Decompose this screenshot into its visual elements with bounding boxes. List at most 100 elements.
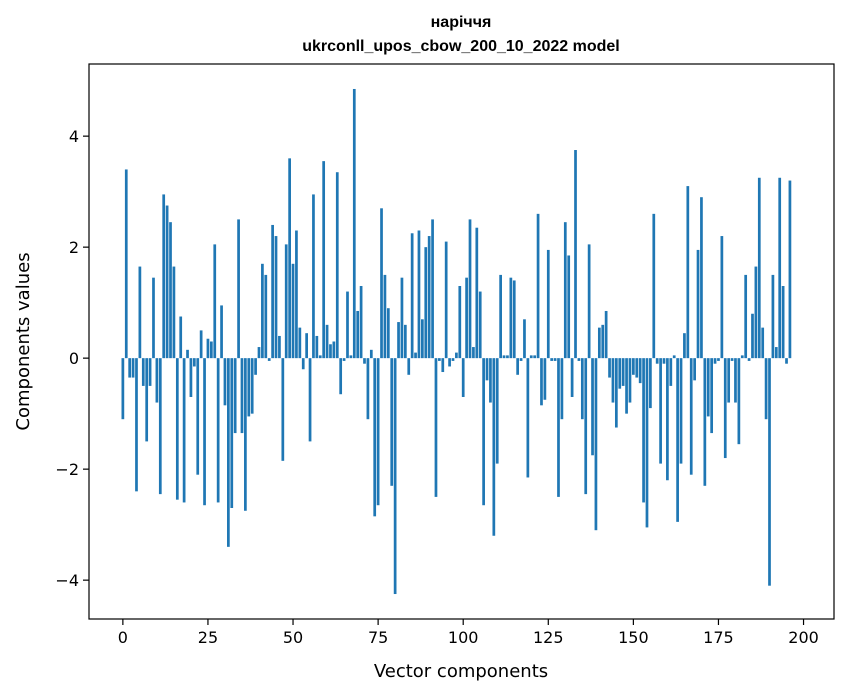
bar bbox=[635, 358, 639, 378]
bar bbox=[131, 358, 135, 378]
bar bbox=[216, 358, 220, 503]
bar bbox=[455, 352, 458, 359]
bar bbox=[638, 358, 642, 384]
bar bbox=[325, 324, 329, 359]
bar bbox=[475, 227, 479, 359]
bar bbox=[717, 358, 720, 361]
bar bbox=[165, 205, 169, 359]
bar bbox=[747, 358, 751, 361]
bar bbox=[233, 358, 237, 434]
bar bbox=[672, 355, 676, 359]
bar bbox=[349, 355, 353, 359]
bar bbox=[713, 358, 717, 364]
bar bbox=[264, 274, 268, 359]
y-tick-label: −4 bbox=[55, 571, 79, 590]
x-tick-label: 25 bbox=[198, 628, 218, 647]
bar bbox=[686, 186, 690, 359]
bar bbox=[135, 358, 138, 492]
bar bbox=[291, 263, 295, 359]
bar bbox=[155, 358, 159, 403]
bar bbox=[683, 333, 686, 359]
bar bbox=[346, 291, 349, 359]
bar bbox=[322, 161, 326, 359]
bar bbox=[594, 358, 598, 531]
bar bbox=[366, 358, 370, 420]
bar bbox=[730, 358, 734, 361]
bar bbox=[203, 358, 206, 506]
bar bbox=[506, 355, 509, 359]
bar bbox=[186, 349, 189, 359]
bar bbox=[625, 358, 628, 414]
x-tick-label: 125 bbox=[533, 628, 564, 647]
bar bbox=[645, 358, 649, 528]
bar bbox=[284, 244, 288, 359]
bar bbox=[540, 358, 543, 406]
bar bbox=[393, 358, 397, 595]
bar bbox=[529, 355, 533, 359]
x-tick-label: 100 bbox=[448, 628, 479, 647]
bar bbox=[781, 286, 785, 359]
bar bbox=[196, 358, 200, 475]
bar bbox=[424, 247, 428, 359]
x-tick-label: 0 bbox=[118, 628, 128, 647]
x-axis: 0 25 50 75 100 125 150 175 200 bbox=[118, 619, 819, 647]
bar bbox=[121, 358, 125, 420]
y-axis: −4 −2 0 2 4 bbox=[55, 127, 89, 590]
bar bbox=[339, 358, 343, 395]
bar bbox=[751, 313, 754, 359]
bar bbox=[584, 358, 588, 495]
bar bbox=[785, 358, 788, 364]
bar bbox=[138, 266, 142, 359]
bar bbox=[332, 341, 336, 359]
bar bbox=[546, 249, 550, 359]
bar bbox=[557, 358, 560, 497]
bar bbox=[693, 358, 696, 381]
x-tick-label: 150 bbox=[618, 628, 649, 647]
bar bbox=[574, 150, 577, 359]
bar bbox=[295, 230, 298, 359]
bar bbox=[438, 358, 441, 361]
x-tick-label: 75 bbox=[368, 628, 388, 647]
bar bbox=[199, 330, 203, 359]
bar bbox=[608, 358, 611, 378]
bar bbox=[591, 358, 594, 456]
bar bbox=[192, 358, 196, 367]
bar bbox=[652, 213, 656, 359]
bar bbox=[179, 316, 183, 359]
bar bbox=[669, 358, 673, 386]
y-axis-label: Components values bbox=[13, 252, 34, 430]
bar bbox=[434, 358, 438, 497]
bar bbox=[124, 169, 128, 359]
bar bbox=[182, 358, 186, 503]
bar bbox=[261, 263, 264, 359]
y-tick-label: 0 bbox=[69, 349, 79, 368]
bar bbox=[587, 244, 591, 359]
bar bbox=[516, 358, 520, 375]
bar bbox=[628, 358, 632, 403]
bar bbox=[655, 358, 659, 364]
bar bbox=[288, 158, 291, 359]
bar bbox=[764, 358, 768, 420]
bar bbox=[580, 358, 584, 420]
bar bbox=[526, 358, 530, 478]
bar bbox=[417, 230, 421, 359]
bar bbox=[563, 222, 567, 359]
bar bbox=[737, 358, 741, 445]
bar bbox=[247, 358, 251, 417]
bar bbox=[604, 310, 608, 359]
bar bbox=[720, 236, 724, 359]
bar bbox=[308, 358, 312, 442]
bar bbox=[710, 358, 714, 434]
bar bbox=[570, 358, 574, 397]
bar bbox=[689, 358, 693, 475]
bar bbox=[376, 358, 380, 506]
bar bbox=[465, 277, 468, 359]
bar bbox=[788, 180, 792, 359]
bar bbox=[312, 194, 315, 359]
bar bbox=[315, 335, 319, 359]
bar bbox=[560, 358, 564, 420]
chart-subtitle: ukrconll_upos_cbow_200_10_2022 model bbox=[302, 38, 619, 55]
x-tick-label: 200 bbox=[788, 628, 819, 647]
bar bbox=[706, 358, 710, 417]
bar bbox=[676, 358, 679, 522]
